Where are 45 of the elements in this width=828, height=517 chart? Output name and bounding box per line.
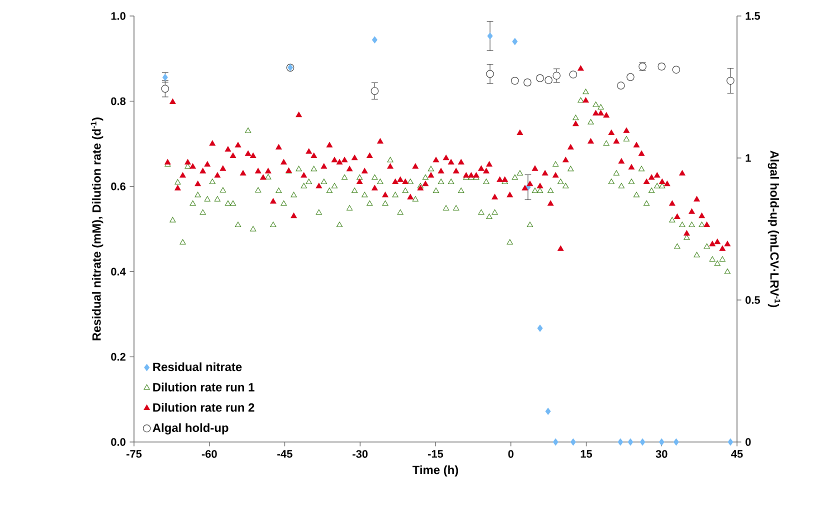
point	[640, 438, 646, 446]
x-tick-label: -45	[277, 450, 292, 458]
point	[618, 438, 624, 446]
y-tick-label: 0.8	[111, 97, 126, 106]
point	[672, 66, 680, 74]
point	[674, 438, 679, 446]
x-tick-label: 15	[580, 450, 592, 458]
point	[728, 438, 734, 446]
point	[545, 408, 551, 415]
point	[552, 72, 561, 80]
y-tick-label: 0.2	[111, 352, 126, 361]
y2-tick-label: 1	[746, 154, 751, 162]
point	[512, 38, 518, 46]
x-tick-label: -60	[202, 450, 217, 458]
point	[552, 438, 558, 446]
x-tick-label: -15	[428, 450, 444, 458]
x-tick-label: 30	[656, 450, 668, 458]
x-tick-label: 45	[731, 450, 743, 458]
legend-label: Dilution rate run 2	[153, 402, 254, 412]
x-axis-title: Time (h)	[412, 465, 458, 477]
y-tick-label: 0.6	[111, 182, 126, 190]
point	[537, 324, 543, 332]
y2-tick-label: 0	[746, 438, 751, 446]
point	[570, 438, 576, 446]
point	[628, 438, 634, 446]
point	[486, 70, 494, 78]
y-tick-label: 0.4	[111, 268, 126, 276]
point	[487, 32, 493, 40]
point	[370, 87, 379, 95]
y2-axis-title: Algal hold-up (mLCV·LRV$^{-1}$)	[768, 150, 780, 308]
x-tick-label: -75	[126, 450, 142, 458]
x-tick-label: -30	[352, 450, 368, 458]
point	[726, 76, 734, 85]
x-tick-label: 0	[508, 450, 514, 458]
y-axis-title: Residual nitrate (mM), Dilution rate (d$^{-1}$)	[90, 118, 104, 340]
point	[161, 84, 170, 93]
legend-label: Dilution rate run 1	[153, 382, 254, 392]
point	[372, 36, 378, 44]
point	[658, 438, 664, 446]
y2-tick-label: 0.5	[746, 296, 760, 304]
y2-tick-label: 1.5	[746, 12, 760, 20]
legend-label: Algal hold-up	[152, 423, 228, 434]
y-tick-label: 1.0	[111, 12, 126, 20]
legend-label: Residual nitrate	[153, 362, 242, 372]
y-tick-label: 0.0	[111, 438, 126, 446]
